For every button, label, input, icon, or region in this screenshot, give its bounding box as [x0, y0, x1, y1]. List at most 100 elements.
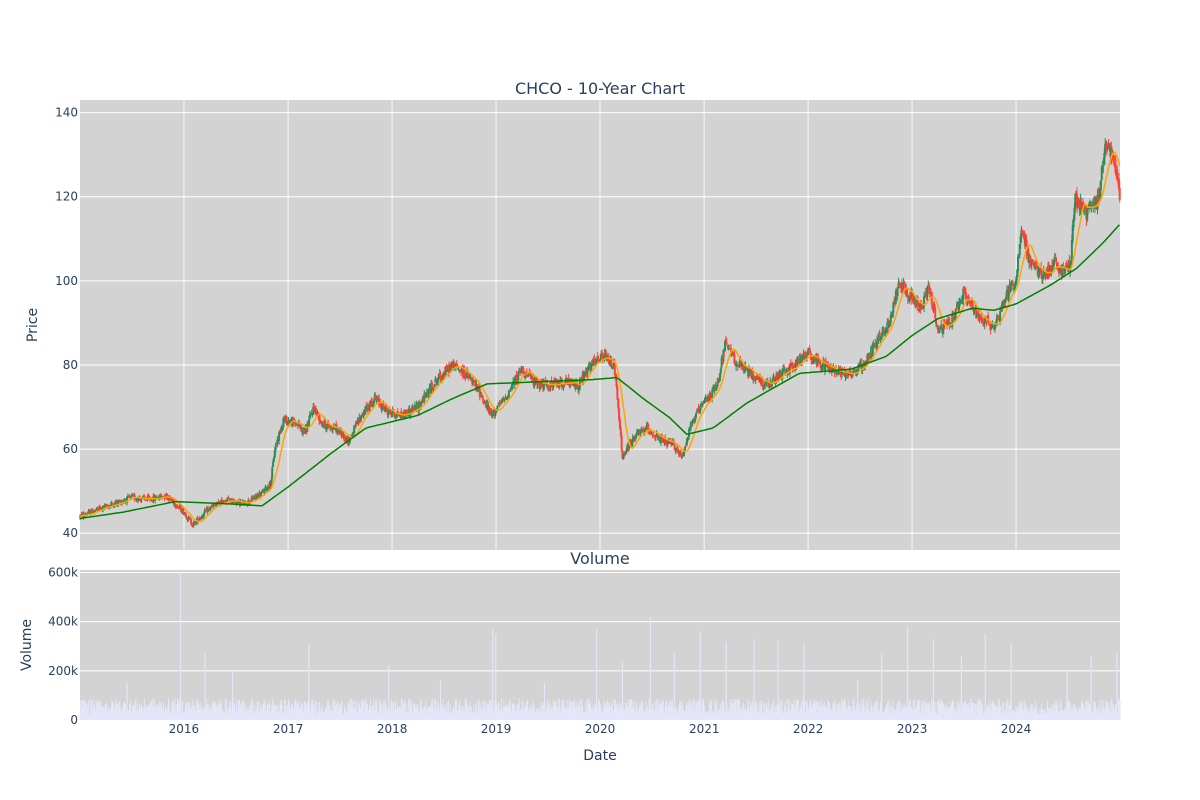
- volume-bar: [269, 701, 271, 720]
- volume-bar: [697, 714, 699, 720]
- volume-bar: [320, 713, 322, 720]
- volume-bar: [194, 710, 196, 720]
- volume-bar: [553, 701, 555, 720]
- volume-bar: [904, 705, 906, 720]
- volume-bar: [256, 701, 258, 720]
- volume-bar: [305, 709, 307, 720]
- volume-bar: [662, 702, 664, 720]
- volume-bar: [745, 711, 747, 720]
- volume-bar: [642, 704, 644, 720]
- volume-bar: [212, 705, 214, 720]
- candle-body: [634, 437, 637, 440]
- volume-bar: [229, 701, 231, 720]
- candle-body: [892, 302, 895, 313]
- volume-bar: [461, 710, 463, 720]
- volume-bar: [120, 714, 121, 720]
- volume-bar: [1079, 708, 1081, 720]
- volume-bar: [243, 706, 245, 720]
- volume-bar: [135, 710, 137, 720]
- candle-body: [562, 385, 565, 388]
- volume-bar: [108, 706, 109, 720]
- volume-bar: [538, 709, 540, 720]
- volume-bar: [1069, 710, 1071, 720]
- volume-bar: [738, 698, 739, 720]
- volume-bar: [746, 710, 748, 720]
- volume-bar: [625, 704, 627, 720]
- volume-bar: [986, 714, 988, 720]
- volume-spike-bar: [1010, 643, 1012, 720]
- candle-body: [583, 374, 586, 376]
- volume-bar: [667, 705, 669, 720]
- volume-bar: [801, 702, 803, 720]
- volume-bar: [962, 705, 964, 720]
- volume-bar: [757, 711, 759, 720]
- volume-bar: [984, 710, 985, 720]
- volume-bar: [81, 706, 83, 720]
- candle-body: [999, 311, 1002, 322]
- candle-body: [835, 371, 838, 375]
- volume-bar: [280, 704, 281, 720]
- volume-bar: [830, 714, 832, 720]
- volume-bar: [1001, 712, 1003, 720]
- volume-bar: [882, 711, 883, 720]
- candle-body: [271, 467, 274, 479]
- candle-body: [694, 418, 697, 422]
- volume-bar: [766, 703, 768, 720]
- volume-bar: [1101, 711, 1103, 720]
- volume-bar: [101, 706, 103, 720]
- volume-bar: [653, 710, 655, 720]
- volume-bar: [856, 712, 858, 720]
- volume-bar: [930, 710, 932, 720]
- volume-bar: [358, 702, 360, 720]
- volume-bar: [341, 701, 343, 720]
- candle-body: [732, 352, 735, 356]
- volume-bar: [629, 699, 631, 720]
- volume-bar: [1038, 713, 1040, 720]
- volume-bar: [93, 704, 95, 720]
- volume-bar: [921, 706, 923, 720]
- volume-bar: [557, 707, 559, 720]
- candle-body: [225, 500, 228, 503]
- volume-bar: [808, 713, 809, 720]
- volume-bar: [833, 709, 835, 720]
- volume-bar: [689, 700, 691, 720]
- volume-bar: [1104, 708, 1106, 720]
- volume-bar: [454, 699, 456, 720]
- volume-bar: [747, 699, 749, 720]
- volume-bar: [220, 700, 222, 720]
- volume-bar: [1062, 709, 1064, 720]
- volume-bar: [587, 702, 589, 720]
- volume-bar: [866, 699, 868, 720]
- candle-body: [563, 385, 566, 387]
- volume-bar: [505, 707, 506, 720]
- candle-body: [521, 366, 524, 368]
- volume-bar: [680, 705, 682, 720]
- volume-bar: [326, 699, 328, 720]
- candle-body: [1102, 165, 1105, 167]
- volume-bar: [449, 703, 451, 720]
- candle-body: [724, 339, 727, 342]
- volume-bar: [654, 712, 656, 720]
- volume-bar: [917, 700, 919, 720]
- volume-bar: [513, 705, 515, 720]
- volume-bar: [429, 706, 431, 720]
- volume-bar: [764, 712, 766, 720]
- volume-bar: [563, 700, 565, 720]
- candle-body: [1096, 194, 1099, 210]
- candle-body: [590, 362, 593, 367]
- volume-bar: [218, 700, 220, 720]
- candle-body: [476, 385, 479, 389]
- volume-bar: [593, 710, 595, 720]
- volume-bar: [503, 699, 505, 720]
- volume-bar: [1081, 704, 1083, 720]
- candle-body: [504, 397, 507, 399]
- volume-bar: [661, 702, 663, 720]
- volume-bar: [310, 703, 312, 720]
- volume-bar: [381, 704, 383, 720]
- candle-body: [827, 364, 830, 370]
- volume-bar: [129, 707, 131, 720]
- volume-bar: [779, 709, 780, 720]
- volume-bar: [401, 699, 403, 720]
- volume-bar: [1042, 709, 1044, 720]
- volume-bar: [1050, 708, 1052, 720]
